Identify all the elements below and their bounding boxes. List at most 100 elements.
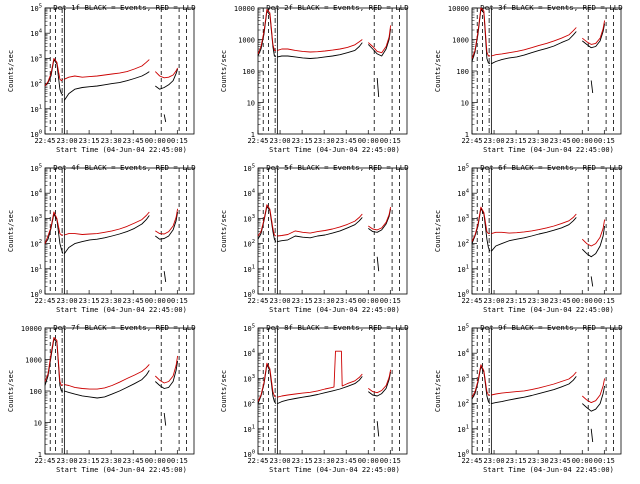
series-lld-line [44, 337, 64, 386]
detector-panel-3: Det 3f BLACK = Events, RED = LLD 1 10 100 10… [427, 0, 640, 160]
y-tick-label: 100 [30, 130, 42, 140]
series-events-line [257, 364, 277, 404]
x-tick-label: 23:00 [484, 137, 505, 145]
detector-chart-6: Det 6f BLACK = Events, RED = LLD 100 101 10… [434, 163, 623, 314]
x-tick-label: 23:15 [79, 137, 100, 145]
y-tick-label: 10000 [448, 5, 469, 13]
x-tick-label: 23:15 [79, 297, 100, 305]
y-tick-label: 103 [243, 214, 255, 224]
x-tick-label: 00:15 [380, 297, 401, 305]
series-lld-line [44, 57, 64, 87]
series-lld-line [154, 67, 179, 79]
detector-chart-2: Det 2f BLACK = Events, RED = LLD 1 10 100 10… [220, 3, 409, 154]
x-tick-label: 22:45 [461, 457, 482, 465]
x-axis-label: Start Time (04-Jun-04 22:45:00) [269, 466, 400, 474]
x-tick-label: 00:00 [572, 137, 593, 145]
y-axis-label: Counts/sec [434, 210, 442, 252]
y-axis-label: Counts/sec [220, 210, 228, 252]
x-tick-label: 23:30 [101, 297, 122, 305]
x-tick-label: 00:00 [145, 297, 166, 305]
series-lld-line [277, 213, 363, 237]
detector-panel-1: Det 1f BLACK = Events, RED = LLD 100 101 10… [0, 0, 213, 160]
y-tick-label: 10 [34, 420, 42, 428]
x-tick-label: 00:15 [380, 137, 401, 145]
y-tick-label: 100 [243, 290, 255, 300]
series-events-line [257, 10, 277, 58]
y-tick-label: 10000 [21, 325, 42, 333]
series-lld-line [491, 371, 577, 396]
y-tick-label: 1000 [238, 37, 255, 45]
series-lld-line [257, 8, 276, 55]
x-tick-label: 22:45 [461, 137, 482, 145]
y-tick-label: 100 [243, 450, 255, 460]
x-tick-label: 23:30 [101, 137, 122, 145]
y-axis-label: Counts/sec [7, 370, 15, 412]
x-axis-label: Start Time (04-Jun-04 22:45:00) [56, 306, 187, 314]
y-tick-label: 103 [457, 214, 469, 224]
x-tick-label: 00:15 [594, 297, 615, 305]
chart-title: Det 7f BLACK = Events, RED = LLD [53, 323, 195, 332]
y-axis-label: Counts/sec [7, 210, 15, 252]
series-events-line [277, 376, 363, 405]
detector-panel-2: Det 2f BLACK = Events, RED = LLD 1 10 100 10… [213, 0, 426, 160]
x-tick-label: 00:00 [145, 137, 166, 145]
x-tick-label: 00:15 [380, 457, 401, 465]
series-lld-line [155, 208, 179, 235]
y-tick-label: 10 [247, 100, 255, 108]
chart-title: Det 8f BLACK = Events, RED = LLD [266, 323, 408, 332]
series-events-line [277, 42, 363, 59]
y-tick-label: 1 [251, 131, 255, 139]
series-lld-line [277, 39, 363, 53]
x-tick-label: 23:45 [336, 457, 357, 465]
y-tick-label: 10000 [234, 5, 255, 13]
chart-title: Det 3f BLACK = Events, RED = LLD [480, 3, 622, 12]
x-tick-label: 22:45 [247, 137, 268, 145]
plot-frame [471, 327, 622, 455]
y-tick-label: 104 [243, 349, 255, 359]
y-tick-label: 100 [456, 68, 469, 76]
series-lld-line [368, 25, 392, 54]
series-events-line [471, 207, 491, 252]
series-lld-line [491, 213, 577, 235]
series-events-line [44, 59, 64, 96]
y-tick-label: 102 [243, 239, 255, 249]
series-events-line [163, 412, 167, 426]
x-tick-label: 23:00 [57, 457, 78, 465]
y-tick-label: 10 [461, 100, 469, 108]
series-lld-line [368, 369, 392, 394]
series-events-line [590, 80, 594, 94]
x-tick-label: 23:00 [484, 457, 505, 465]
plot-frame [257, 167, 408, 295]
y-tick-label: 105 [457, 164, 469, 174]
y-tick-label: 105 [457, 324, 469, 334]
x-tick-label: 23:45 [336, 137, 357, 145]
x-tick-label: 22:45 [34, 457, 55, 465]
chart-title: Det 1f BLACK = Events, RED = LLD [53, 3, 195, 12]
x-tick-label: 23:45 [336, 297, 357, 305]
x-tick-label: 00:00 [572, 297, 593, 305]
y-tick-label: 102 [30, 79, 42, 89]
x-tick-label: 23:30 [314, 457, 335, 465]
series-events-line [590, 428, 594, 443]
y-axis-label: Counts/sec [220, 50, 228, 92]
y-tick-label: 103 [243, 374, 255, 384]
x-tick-label: 00:15 [167, 297, 188, 305]
detector-panel-6: Det 6f BLACK = Events, RED = LLD 100 101 10… [427, 160, 640, 320]
y-tick-label: 100 [29, 388, 42, 396]
x-tick-label: 00:00 [358, 297, 379, 305]
series-lld-line [471, 7, 490, 59]
x-axis-label: Start Time (04-Jun-04 22:45:00) [56, 466, 187, 474]
plot-frame [471, 7, 622, 135]
series-events-line [471, 8, 491, 65]
x-tick-label: 23:45 [123, 297, 144, 305]
series-lld-line [154, 355, 179, 384]
x-tick-label: 23:30 [101, 457, 122, 465]
x-tick-label: 23:00 [270, 137, 291, 145]
x-tick-label: 22:45 [461, 297, 482, 305]
chart-title: Det 6f BLACK = Events, RED = LLD [480, 163, 622, 172]
x-tick-label: 00:15 [594, 457, 615, 465]
y-tick-label: 103 [30, 214, 42, 224]
y-axis-label: Counts/sec [7, 50, 15, 92]
x-tick-label: 23:00 [57, 137, 78, 145]
series-lld-line [582, 20, 606, 45]
